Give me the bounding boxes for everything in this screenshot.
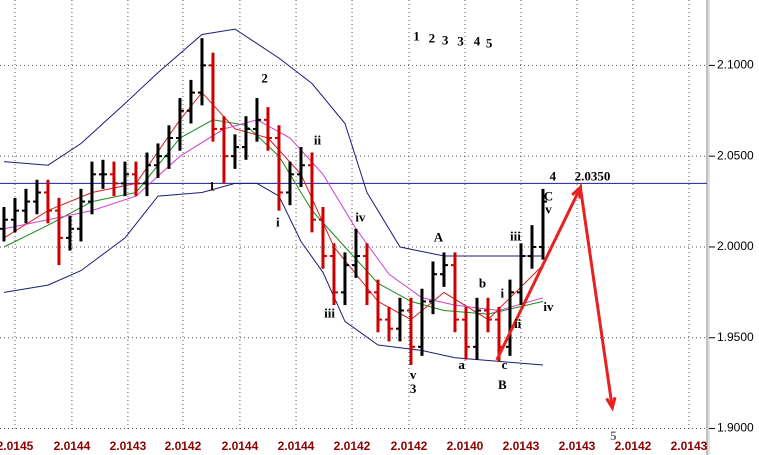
- wave-label: 3: [457, 33, 464, 48]
- y-tick-label: 1.9500: [717, 330, 754, 344]
- wave-label: iv: [543, 299, 554, 314]
- wave-label: 1: [209, 179, 216, 194]
- wave-label: ii: [514, 316, 522, 331]
- wave-label: i: [276, 215, 280, 230]
- wave-label: 5: [486, 35, 493, 50]
- x-tick-label: 2.0143: [503, 439, 540, 453]
- wave-label: B: [498, 377, 507, 392]
- overlay-line: [3, 28, 543, 257]
- x-tick-label: 2.0144: [54, 439, 91, 453]
- wave-label: 1: [413, 28, 420, 43]
- wave-label: C: [544, 189, 553, 204]
- x-tick-label: 2.0142: [165, 439, 202, 453]
- wave-label: 2: [261, 70, 268, 85]
- wave-label: b: [479, 276, 486, 291]
- x-tick-label: 2.0142: [615, 439, 652, 453]
- arrow-head: [605, 396, 617, 412]
- wave-label: c: [502, 357, 508, 372]
- wave-label: iv: [355, 210, 366, 225]
- wave-label: ii: [314, 132, 322, 147]
- wave-label: i: [500, 286, 504, 301]
- x-tick-label: 2.0144: [278, 439, 315, 453]
- wave-label: v: [545, 202, 552, 217]
- y-tick-label: 2.0500: [717, 148, 754, 162]
- x-tick-label: 2.0140: [447, 439, 484, 453]
- arrow-head: [571, 184, 583, 199]
- wave-label: 4: [474, 33, 481, 48]
- x-tick-label: 2.0143: [671, 439, 708, 453]
- wave-label: 2.0350: [575, 169, 611, 184]
- x-tick-label: 2.0142: [334, 439, 371, 453]
- x-tick-label: 2.0144: [222, 439, 259, 453]
- wave-label: v: [410, 367, 417, 382]
- x-tick-label: 2.0142: [391, 439, 428, 453]
- wave-label: 3: [410, 381, 417, 396]
- wave-label: 4: [550, 169, 557, 184]
- wave-label: 2: [429, 30, 436, 45]
- wave-label: iii: [510, 229, 521, 244]
- x-tick-label: 2.0143: [559, 439, 596, 453]
- y-tick-label: 1.9000: [717, 421, 754, 435]
- y-tick-label: 2.0000: [717, 239, 754, 253]
- wave-label: a: [458, 357, 465, 372]
- wave-label: iii: [324, 306, 335, 321]
- y-tick-label: 2.1000: [717, 58, 754, 72]
- overlay-line: [3, 119, 544, 312]
- wave-label: A: [434, 230, 444, 245]
- x-tick-label: 2.0145: [0, 439, 34, 453]
- x-tick-label: 2.0143: [110, 439, 147, 453]
- wave-label: 5: [610, 428, 617, 443]
- wave-label: 3: [442, 32, 449, 47]
